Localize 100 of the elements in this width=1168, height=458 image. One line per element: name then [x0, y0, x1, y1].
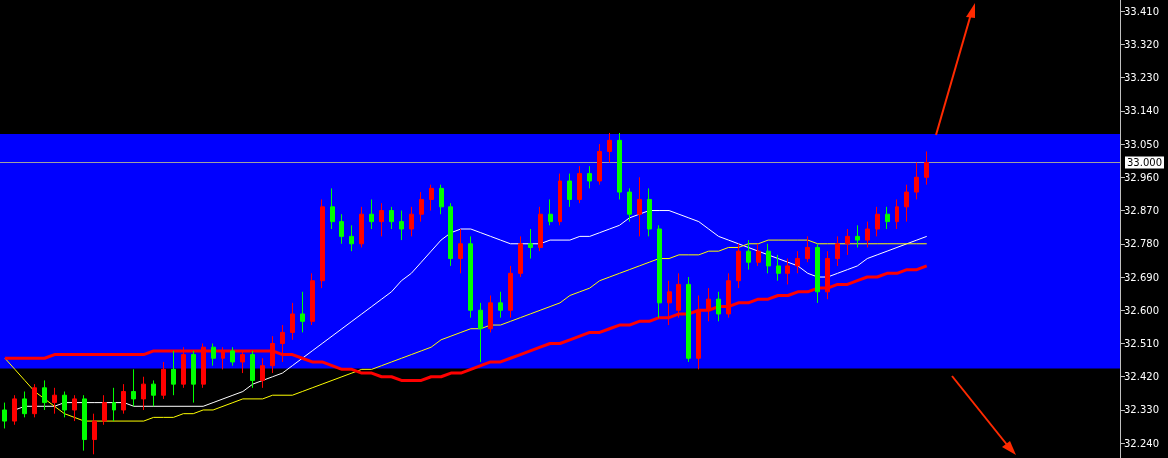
candlestick	[548, 198, 553, 226]
candlestick	[478, 302, 483, 363]
candlestick	[538, 206, 543, 252]
candlestick	[746, 239, 751, 271]
y-tick-label: 32.420	[1124, 371, 1159, 383]
candlestick	[2, 402, 7, 429]
candlestick	[399, 210, 404, 241]
y-tick-label: 32.780	[1124, 238, 1159, 250]
candlestick	[706, 287, 711, 322]
candlestick	[12, 394, 17, 426]
line-series	[4, 239, 928, 422]
candlestick	[42, 379, 47, 411]
candlestick	[508, 265, 513, 319]
y-tick-label: 32.240	[1124, 437, 1159, 449]
candlestick	[835, 235, 840, 267]
candlestick	[52, 387, 57, 415]
y-tick-label: 32.330	[1124, 404, 1159, 416]
y-tick-label: 33.320	[1124, 38, 1159, 50]
candlestick	[815, 243, 820, 304]
candlestick	[429, 184, 434, 212]
candlestick	[240, 350, 245, 374]
candlestick	[865, 221, 870, 248]
y-tick-label: 33.050	[1124, 138, 1159, 150]
candlestick	[32, 383, 37, 418]
candlestick	[488, 294, 493, 333]
y-tick-label: 32.870	[1124, 205, 1159, 217]
candlestick	[637, 176, 642, 237]
candlestick	[855, 224, 860, 248]
candlestick	[726, 272, 731, 319]
candlestick	[895, 198, 899, 230]
candlestick	[875, 206, 880, 237]
candlestick	[567, 173, 572, 208]
candlestick	[676, 272, 681, 319]
candlestick	[339, 213, 344, 245]
candlestick	[627, 187, 632, 223]
candlestick	[290, 302, 295, 341]
candlestick	[885, 206, 890, 230]
candlestick	[468, 235, 473, 319]
y-tick-label: 32.960	[1124, 171, 1159, 183]
candlestick	[587, 165, 592, 189]
candlestick	[260, 357, 265, 389]
candlestick	[924, 150, 929, 186]
candlestick	[112, 387, 116, 422]
y-tick-label: 33.410	[1124, 5, 1159, 17]
candlestick	[310, 272, 315, 326]
candlestick	[558, 173, 562, 226]
line-series	[14, 210, 928, 411]
candlestick	[131, 368, 136, 407]
candlestick	[657, 224, 662, 319]
candlestick	[121, 383, 126, 415]
candlestick	[62, 391, 67, 418]
candlestick	[458, 228, 463, 274]
candlestick	[389, 206, 394, 230]
candlestick	[716, 291, 721, 322]
candlestick	[349, 224, 354, 252]
candlestick	[330, 187, 335, 230]
candlestick	[141, 376, 146, 411]
candlestick	[795, 250, 800, 274]
candlestick	[300, 291, 305, 333]
candlestick	[528, 228, 533, 260]
y-tick-label: 32.690	[1124, 271, 1159, 283]
candlestick	[22, 391, 27, 418]
candlestick	[250, 350, 255, 389]
y-tick-label: 32.600	[1124, 304, 1159, 316]
y-tick-label: 33.140	[1124, 105, 1159, 117]
candlestick	[805, 235, 810, 263]
y-tick-label: 33.230	[1124, 72, 1159, 84]
candlestick	[439, 184, 444, 215]
candlestick	[518, 235, 523, 278]
candlestick	[696, 294, 701, 370]
candlestick	[280, 324, 285, 363]
candlestick	[914, 162, 919, 200]
candlestick	[498, 291, 503, 319]
candlestick	[102, 394, 107, 426]
candlestick	[72, 394, 77, 422]
candlestick	[409, 206, 414, 237]
candlestick	[171, 350, 176, 396]
candlestick	[359, 206, 364, 248]
candlestick	[577, 165, 582, 204]
candlestick	[320, 198, 325, 289]
candlestick	[270, 335, 275, 374]
candlestick	[736, 243, 741, 289]
candlestick	[845, 228, 850, 256]
candlestick	[369, 198, 374, 230]
candlestick	[82, 394, 87, 452]
candlestick	[151, 379, 156, 407]
candlestick	[904, 184, 909, 223]
candlestick	[191, 350, 196, 404]
candlestick	[211, 343, 216, 367]
candlestick	[785, 258, 790, 285]
candlestick	[766, 243, 771, 274]
candlestick	[597, 143, 602, 186]
candlestick	[92, 413, 97, 455]
candlestick	[419, 191, 424, 223]
candlestick	[379, 202, 384, 237]
y-tick-label: 32.510	[1124, 338, 1159, 349]
candlestick	[221, 346, 225, 370]
candlestick	[756, 243, 761, 267]
candlestick	[448, 202, 453, 267]
ref-line-label: 33.000	[1127, 157, 1162, 169]
